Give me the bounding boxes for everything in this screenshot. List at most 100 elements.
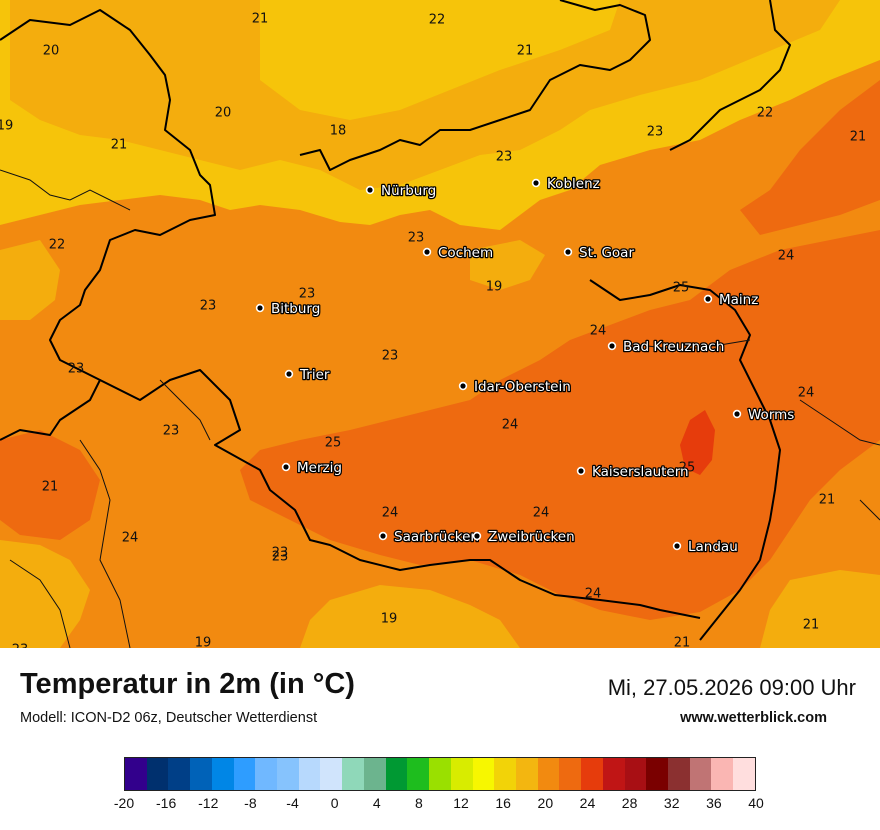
city-label: Bitburg [271, 301, 320, 317]
temperature-value-label: 24 [382, 506, 399, 521]
city-dot [472, 531, 482, 541]
temperature-value-label: 24 [533, 506, 550, 521]
city-marker: Zweibrücken [472, 528, 576, 546]
color-swatch [255, 758, 278, 790]
temperature-value-label: 22 [49, 238, 66, 253]
color-swatch [581, 758, 603, 790]
city-label: Kaiserslautern [592, 464, 689, 480]
city-marker: Koblenz [531, 175, 601, 193]
state-borders [0, 169, 880, 648]
scale-tick-label: 32 [663, 795, 680, 811]
color-swatch [450, 758, 473, 790]
city-marker: Bitburg [255, 300, 322, 318]
scale-tick-label: 4 [372, 795, 381, 811]
scale-tick-label: 20 [537, 795, 554, 811]
city-label: Saarbrücken [394, 529, 479, 545]
temperature-value-label: 24 [798, 386, 815, 401]
temperature-value-label: 21 [42, 480, 59, 495]
temperature-value-label: 23 [163, 424, 180, 439]
cool-patch-south [300, 585, 520, 648]
temperature-value-label: 22 [429, 13, 446, 28]
temperature-map: 21 22 20 21 20 18 21 19 23 22 23 21 22 23 24 23 19 25 23 23… [0, 0, 880, 648]
temperature-value-label: 23 [496, 150, 513, 165]
color-swatch [168, 758, 191, 790]
color-swatch [190, 758, 212, 790]
color-swatch [646, 758, 668, 790]
city-marker: Trier [284, 366, 331, 384]
city-marker: Nürburg [365, 182, 438, 200]
color-swatch [515, 758, 538, 790]
city-markers: Nürburg Koblenz Cochem St. Goar Mainz Bitburg… [255, 175, 796, 556]
city-dot [458, 381, 468, 391]
city-dot [672, 541, 682, 551]
temperature-value-label: 23 [12, 643, 29, 649]
temperature-value-label: 21 [111, 138, 128, 153]
temperature-value-label: 23 [272, 550, 289, 565]
temperature-value-label: 23 [200, 299, 217, 314]
cool-area-valley [260, 0, 620, 120]
map-title: Temperatur in 2m (in °C) [20, 668, 355, 700]
city-marker: Merzig [281, 459, 343, 477]
city-label: Mainz [719, 292, 758, 308]
city-marker: Bad Kreuznach [607, 338, 726, 356]
scale-tick-label: 0 [330, 795, 339, 811]
color-swatch [559, 758, 582, 790]
cool-patch-mosel [470, 240, 545, 290]
city-dot [563, 247, 573, 257]
temperature-value-label: 23 [68, 362, 85, 377]
temperature-value-label: 23 [272, 546, 289, 561]
color-swatch [211, 758, 234, 790]
city-label: Bad Kreuznach [623, 339, 724, 355]
color-swatch [494, 758, 516, 790]
scale-tick-label: -20 [113, 795, 135, 811]
color-swatch [298, 758, 321, 790]
color-swatch [233, 758, 256, 790]
color-swatch [429, 758, 451, 790]
temperature-value-label: 24 [585, 587, 602, 602]
cool-patch-southwest [0, 540, 90, 648]
color-swatch [711, 758, 734, 790]
cool-patch-sw [0, 240, 60, 320]
color-swatch [537, 758, 560, 790]
city-dot [378, 531, 388, 541]
city-marker: Kaiserslautern [576, 463, 690, 481]
city-label: Worms [748, 407, 794, 423]
temperature-value-label: 19 [381, 612, 398, 627]
city-label: Zweibrücken [488, 529, 575, 545]
temperature-value-label: 21 [252, 12, 269, 27]
temperature-value-label: 20 [215, 106, 232, 121]
scale-tick-label: -12 [198, 795, 219, 811]
color-swatch [125, 758, 147, 790]
temperature-value-label: 21 [819, 493, 836, 508]
temperature-value-label: 23 [299, 287, 316, 302]
temperature-value-label: 24 [590, 324, 607, 339]
temperature-value-label: 23 [408, 231, 425, 246]
color-scale-labels: -20 -16 -12 -8 -4 0 4 8 12 16 20 24 28 32 36 40 [0, 795, 880, 815]
warm-patch-west [0, 430, 100, 540]
scale-tick-label: 12 [453, 795, 469, 811]
scale-tick-label: 16 [495, 795, 511, 811]
city-label: Koblenz [547, 176, 600, 192]
temperature-value-label: 24 [122, 531, 139, 546]
city-label: Merzig [297, 460, 342, 476]
city-label: St. Goar [579, 245, 634, 261]
temperature-value-label: 21 [517, 44, 534, 59]
scale-tick-label: 8 [415, 795, 423, 811]
city-dot [732, 409, 742, 419]
temperature-value-label: 25 [325, 436, 342, 451]
forecast-datetime: Mi, 27.05.2026 09:00 Uhr [607, 675, 856, 700]
temperature-value-label: 22 [757, 106, 774, 121]
temperature-value-label: 18 [330, 124, 347, 139]
color-swatch [342, 758, 364, 790]
color-swatch [146, 758, 169, 790]
temperature-value-label: 24 [778, 249, 795, 264]
hot-spot-pfalz [680, 410, 715, 475]
scale-tick-label: -16 [156, 795, 177, 811]
city-dot [607, 341, 617, 351]
city-marker: Cochem [422, 244, 494, 262]
cool-patch-se [760, 570, 880, 648]
temperature-value-label: 19 [486, 280, 503, 295]
city-label: Trier [299, 367, 330, 383]
city-marker: Landau [672, 538, 739, 556]
